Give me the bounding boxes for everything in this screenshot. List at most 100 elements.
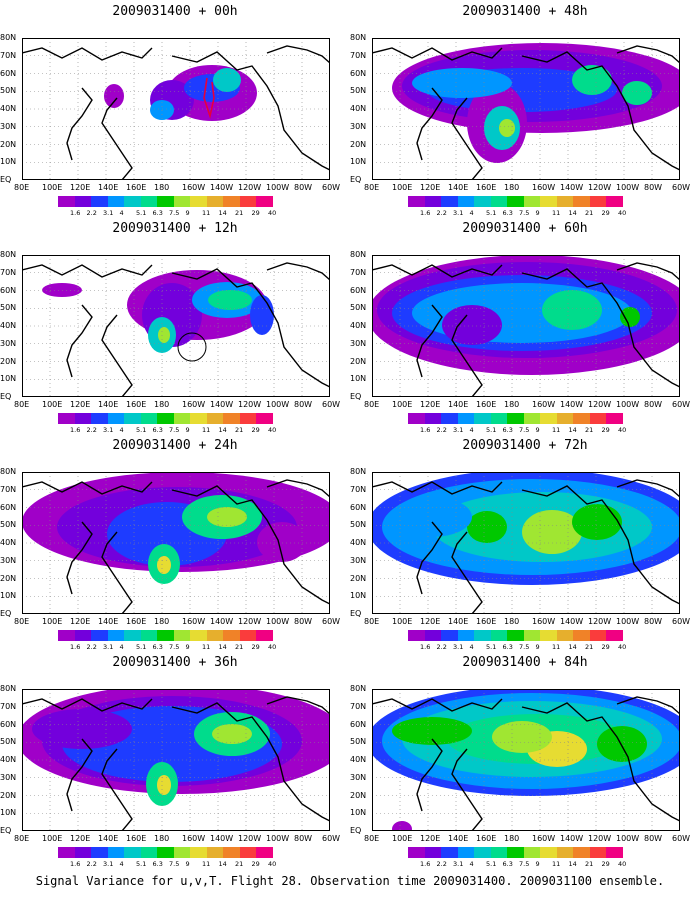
colorbar-label: 3.1 [453, 860, 464, 868]
colorbar-swatch [408, 847, 425, 858]
variance-map [371, 38, 692, 181]
variance-contour [158, 327, 170, 343]
colorbar-label: 7.5 [519, 209, 530, 217]
lon-label: 80W [294, 617, 313, 626]
colorbar-swatch [74, 196, 91, 207]
colorbar-swatch [140, 413, 157, 424]
colorbar-swatch [474, 847, 491, 858]
colorbar-swatch [58, 847, 75, 858]
lat-label: EQ [350, 826, 362, 835]
variance-contour [522, 510, 582, 554]
lon-label: 120E [420, 183, 441, 192]
lat-label: 80N [0, 250, 17, 259]
colorbar-label: 7.5 [169, 643, 180, 651]
coastline [266, 696, 331, 715]
colorbar-label: 29 [251, 426, 260, 434]
colorbar-swatch [556, 196, 573, 207]
lat-label: 10N [350, 374, 367, 384]
colorbar-label: 11 [552, 209, 561, 217]
lon-label: 120E [420, 400, 441, 409]
lat-label: 40N [350, 538, 367, 547]
colorbar-swatch [408, 196, 425, 207]
panel-title: 2009031400 + 60h [462, 221, 588, 236]
colorbar-swatch [206, 413, 223, 424]
colorbar-label: 4 [469, 426, 474, 434]
lat-label: 20N [0, 356, 17, 366]
colorbar-swatch [457, 196, 474, 207]
colorbar-swatch [441, 413, 458, 424]
colorbar-swatch [173, 413, 190, 424]
colorbar-swatch [206, 196, 223, 207]
lat-label: 70N [350, 484, 367, 494]
colorbar-swatch [256, 630, 273, 641]
lat-label: 20N [350, 790, 367, 800]
lon-label: 100E [392, 400, 413, 409]
map-frame [372, 472, 680, 614]
colorbar-label: 21 [585, 643, 594, 651]
colorbar-swatch [124, 630, 141, 641]
colorbar-swatch [239, 847, 256, 858]
lat-label: 80N [0, 33, 17, 42]
colorbar-swatch [239, 196, 256, 207]
colorbar-label: 21 [585, 426, 594, 434]
colorbar-swatch [58, 196, 75, 207]
lon-label: 100E [42, 400, 63, 409]
colorbar-label: 1.6 [70, 426, 81, 434]
colorbar-swatch [239, 630, 256, 641]
lat-label: 70N [350, 701, 367, 711]
colorbar-swatch [173, 630, 190, 641]
lon-label: 120E [70, 183, 91, 192]
colorbar-swatch [206, 630, 223, 641]
variance-contour [597, 726, 647, 762]
colorbar-label: 7.5 [519, 426, 530, 434]
colorbar-label: 6.3 [502, 643, 513, 651]
colorbar-swatch [490, 196, 507, 207]
colorbar-label: 29 [251, 209, 260, 217]
lon-label: 120E [70, 617, 91, 626]
colorbar-swatch [556, 630, 573, 641]
lon-label: 120W [588, 617, 612, 626]
lon-label: 80W [644, 617, 663, 626]
colorbar-label: 1.6 [70, 209, 81, 217]
lat-label: 80N [0, 684, 17, 693]
colorbar-swatch [190, 196, 207, 207]
colorbar [408, 196, 623, 207]
lat-label: 70N [350, 267, 367, 277]
colorbar-swatch [91, 196, 108, 207]
map-area: 80N 70N 60N 50N 40N 30N 20N 10N EQ [350, 468, 697, 618]
colorbar-label: 1.6 [420, 643, 431, 651]
panel-title: 2009031400 + 12h [112, 221, 238, 236]
colorbar-swatch [140, 630, 157, 641]
colorbar-label: 6.3 [502, 426, 513, 434]
colorbar-swatch [408, 630, 425, 641]
colorbar-swatch [256, 196, 273, 207]
colorbar-label: 40 [618, 643, 627, 651]
colorbar-swatch [523, 196, 540, 207]
coastline [266, 262, 331, 281]
variance-contour [499, 119, 515, 137]
coastline [171, 485, 331, 605]
lat-label: 10N [0, 374, 17, 384]
colorbar-swatch [457, 847, 474, 858]
coastline [101, 748, 133, 832]
lon-label: 100W [266, 834, 290, 843]
lat-label: 40N [0, 104, 17, 113]
lon-label: 160W [182, 617, 206, 626]
lat-label: 40N [0, 755, 17, 764]
coastline [21, 47, 153, 61]
lon-label: 60W [322, 183, 341, 192]
colorbar-label: 7.5 [519, 860, 530, 868]
colorbar-label: 11 [552, 860, 561, 868]
lon-label: 120W [238, 183, 262, 192]
lon-label: 160W [532, 834, 556, 843]
lat-label: EQ [350, 392, 362, 401]
colorbar-swatch [157, 413, 174, 424]
lat-label: EQ [350, 175, 362, 184]
panel-title: 2009031400 + 00h [112, 4, 238, 19]
colorbar-label: 21 [235, 209, 244, 217]
colorbar-label: 9 [185, 860, 190, 868]
colorbar-swatch [441, 196, 458, 207]
colorbar-label: 4 [119, 209, 124, 217]
colorbar-label: 9 [535, 860, 540, 868]
coastline [171, 702, 331, 822]
